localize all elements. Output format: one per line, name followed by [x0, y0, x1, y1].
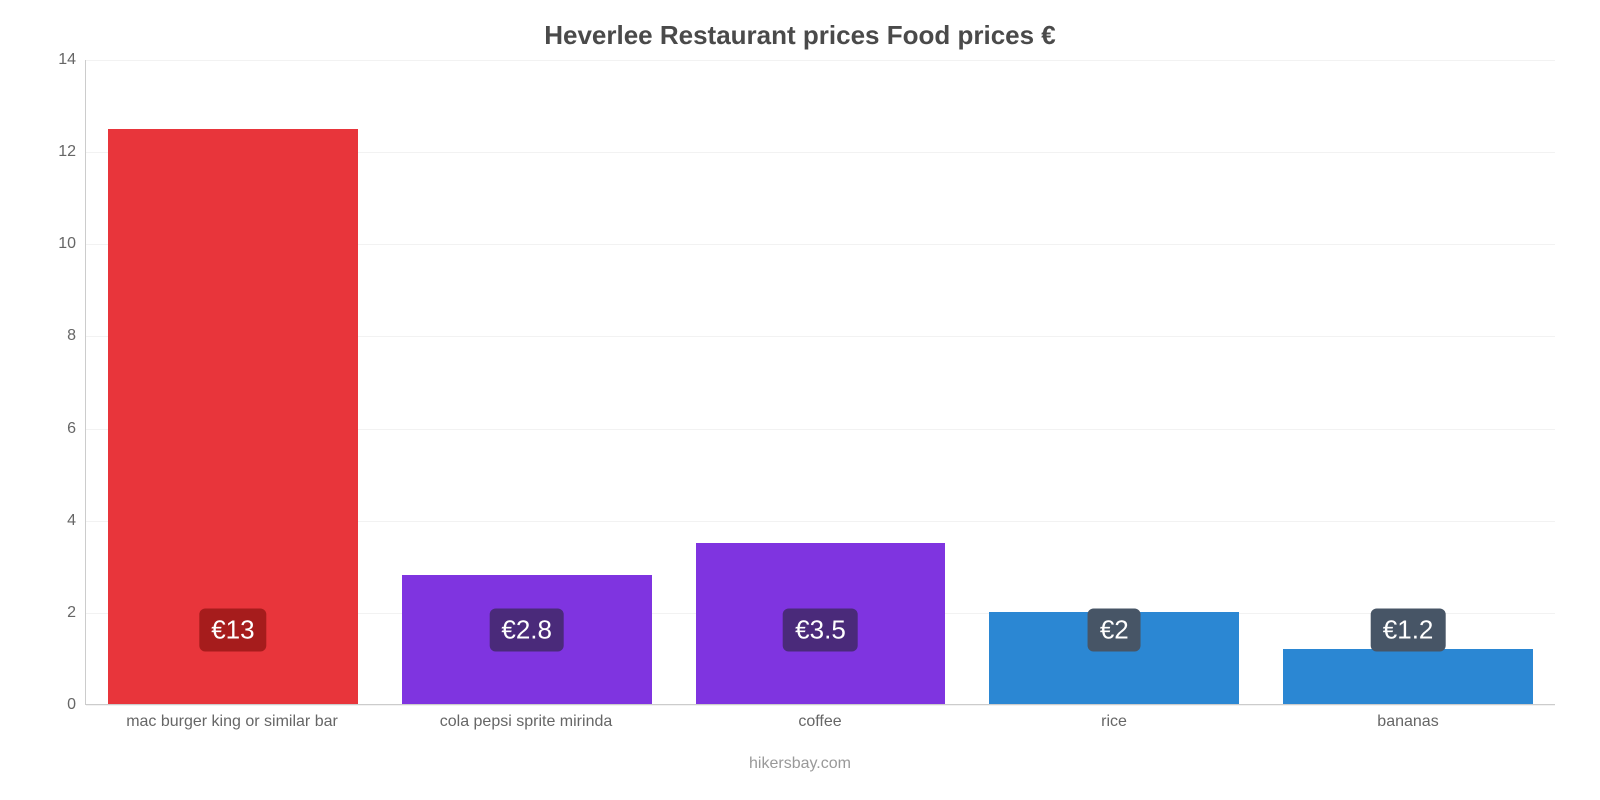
bar-value-label-wrap: €13: [199, 609, 266, 652]
bar-slot: €13: [86, 60, 380, 704]
bar-value-label: €2: [1088, 609, 1141, 652]
bar-slot: €1.2: [1261, 60, 1555, 704]
bar-slot: €3.5: [674, 60, 968, 704]
y-tick-label: 0: [67, 696, 76, 714]
y-tick-label: 8: [67, 327, 76, 345]
chart-title: Heverlee Restaurant prices Food prices €: [40, 0, 1560, 60]
y-tick-label: 6: [67, 420, 76, 438]
x-tick-label: mac burger king or similar bar: [85, 705, 379, 731]
bar-value-label: €13: [199, 609, 266, 652]
bars-row: €13 €2.8 €3.5 €2 €1.2: [86, 60, 1555, 705]
bar-slot: €2: [967, 60, 1261, 704]
chart-container: Heverlee Restaurant prices Food prices €…: [40, 0, 1560, 760]
bar: [1283, 649, 1533, 704]
y-tick-label: 10: [58, 235, 76, 253]
bar-slot: €2.8: [380, 60, 674, 704]
bar-value-label: €3.5: [783, 609, 858, 652]
attribution-text: hikersbay.com: [40, 755, 1560, 773]
x-tick-label: cola pepsi sprite mirinda: [379, 705, 673, 731]
bar-value-label-wrap: €1.2: [1371, 609, 1446, 652]
y-tick-label: 4: [67, 512, 76, 530]
y-tick-label: 12: [58, 143, 76, 161]
bar-value-label-wrap: €2.8: [489, 609, 564, 652]
x-tick-label: coffee: [673, 705, 967, 731]
x-tick-label: bananas: [1261, 705, 1555, 731]
x-tick-label: rice: [967, 705, 1261, 731]
bar-value-label-wrap: €3.5: [783, 609, 858, 652]
bar-value-label: €1.2: [1371, 609, 1446, 652]
y-tick-label: 14: [58, 51, 76, 69]
y-tick-label: 2: [67, 604, 76, 622]
plot-area: 02468101214 €13€2.8€3.5€2€1.2: [85, 60, 1555, 705]
x-axis-labels: mac burger king or similar barcola pepsi…: [85, 705, 1555, 731]
bar-value-label-wrap: €2: [1088, 609, 1141, 652]
bar-value-label: €2.8: [489, 609, 564, 652]
